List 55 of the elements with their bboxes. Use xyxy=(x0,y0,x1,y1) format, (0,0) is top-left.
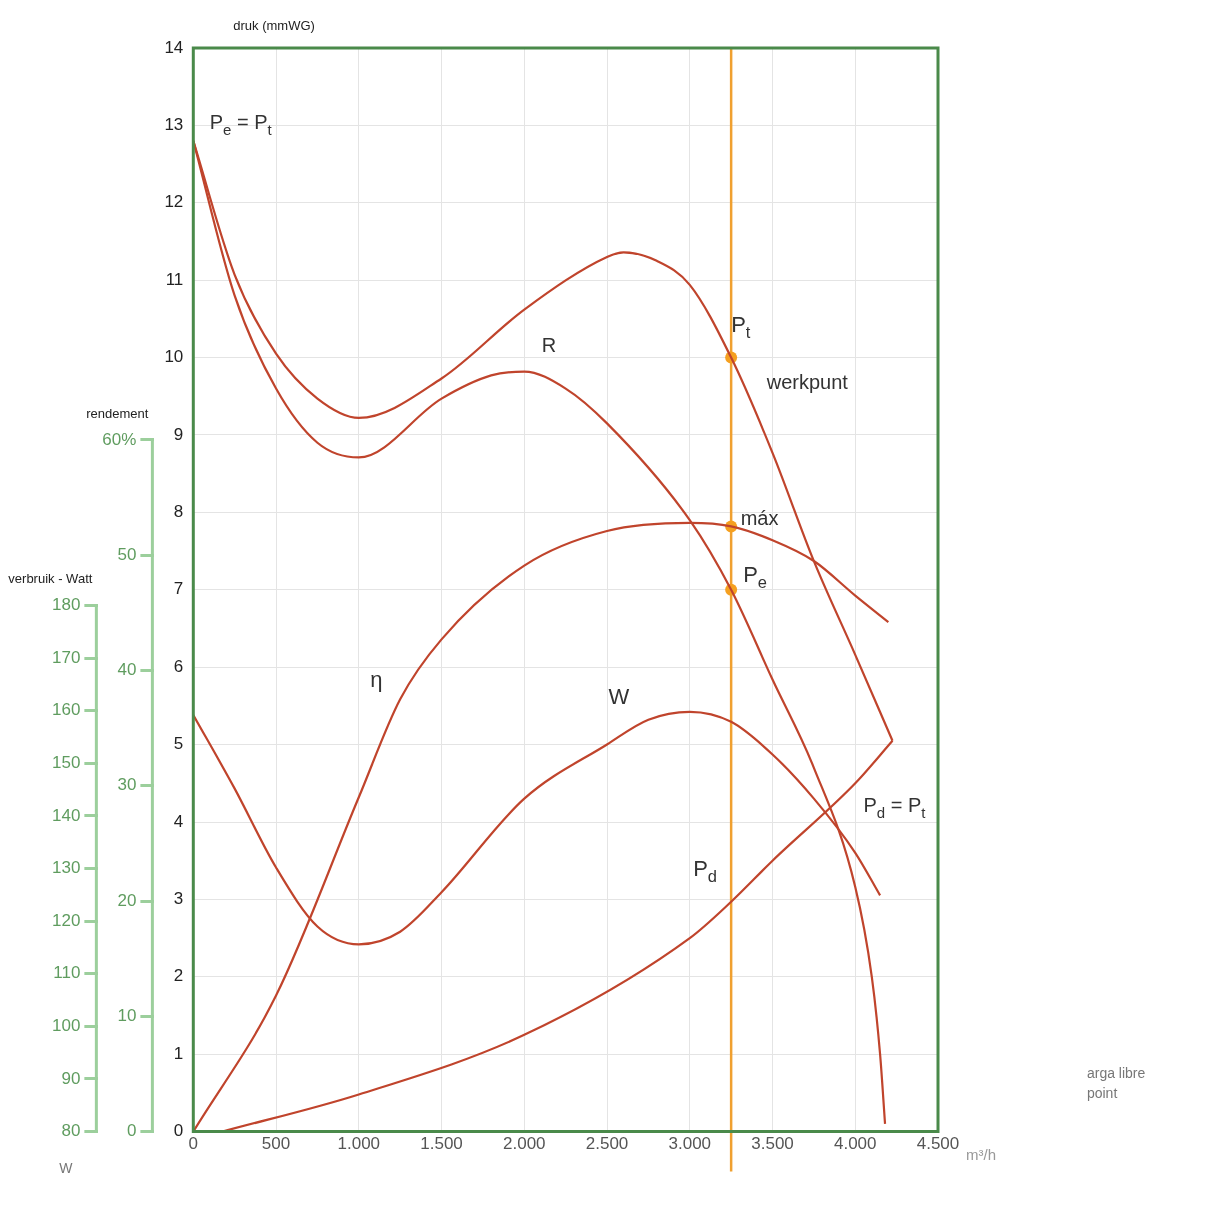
x-tick-label: 2.500 xyxy=(585,1134,629,1154)
y-tick-label: 11 xyxy=(165,269,184,289)
y-tick-label: 12 xyxy=(164,192,184,212)
y-axis-title: druk (mmWG) xyxy=(233,17,315,33)
y-tick-label: 5 xyxy=(173,734,184,754)
text: W xyxy=(59,1160,74,1177)
y-tick-label: 14 xyxy=(164,37,184,57)
y3-tick-label: 130 xyxy=(51,858,81,878)
y3-tick-label: 180 xyxy=(51,595,81,615)
y3-tick-label: 90 xyxy=(61,1068,81,1088)
text: point xyxy=(1086,1084,1118,1101)
y2-tick-label: 20 xyxy=(117,890,137,910)
y3-tick-label: 80 xyxy=(61,1121,81,1141)
y2-axis-title: rendement xyxy=(86,405,149,421)
x-tick-label: 500 xyxy=(261,1134,291,1154)
x-tick-label: 3.500 xyxy=(751,1134,794,1154)
y3-tick-label: 100 xyxy=(51,1016,81,1036)
y2-tick-label: 30 xyxy=(117,775,137,795)
y-tick-label: 10 xyxy=(164,347,184,367)
x-axis-title: m³/h xyxy=(966,1145,996,1163)
y3-tick-label: 170 xyxy=(51,647,81,667)
x-tick-label: 1.500 xyxy=(420,1134,463,1154)
y2-tick-label: 0 xyxy=(126,1121,137,1141)
y3-tick-label: 110 xyxy=(53,963,81,983)
y2-tick-label: 60% xyxy=(102,429,137,449)
x-tick-label: 0 xyxy=(188,1134,199,1154)
y-tick-label: 6 xyxy=(173,656,184,676)
y-tick-label: 7 xyxy=(173,579,184,599)
y-tick-label: 2 xyxy=(173,966,184,986)
x-tick-label: 4.000 xyxy=(833,1134,877,1154)
series-label: W xyxy=(608,683,630,709)
y2-tick-label: 40 xyxy=(117,660,137,680)
y2-tick-label: 50 xyxy=(117,544,137,564)
x-tick-label: 1.000 xyxy=(337,1134,381,1154)
y-tick-label: 9 xyxy=(173,424,184,444)
y-tick-label: 8 xyxy=(173,502,184,522)
series-label: η xyxy=(370,667,383,693)
y-tick-label: 3 xyxy=(173,889,184,909)
y3-tick-label: 120 xyxy=(51,910,81,930)
y2-tick-label: 10 xyxy=(117,1006,137,1026)
y3-tick-label: 140 xyxy=(51,805,81,825)
annotation: werkpunt xyxy=(765,371,849,394)
x-tick-label: 4.500 xyxy=(916,1134,960,1154)
y-tick-label: 13 xyxy=(164,115,184,135)
y3-tick-label: 160 xyxy=(51,700,81,720)
y-tick-label: 4 xyxy=(173,811,184,831)
text: arga libre xyxy=(1086,1065,1146,1082)
x-tick-label: 2.000 xyxy=(503,1134,546,1154)
y-tick-label: 0 xyxy=(173,1121,184,1141)
annotation: máx xyxy=(740,506,779,529)
x-tick-label: 3.000 xyxy=(668,1134,712,1154)
y-tick-label: 1 xyxy=(173,1043,184,1063)
annotation: R xyxy=(541,333,557,356)
y3-tick-label: 150 xyxy=(51,753,81,773)
y3-axis-title: verbruik - Watt xyxy=(8,571,93,587)
